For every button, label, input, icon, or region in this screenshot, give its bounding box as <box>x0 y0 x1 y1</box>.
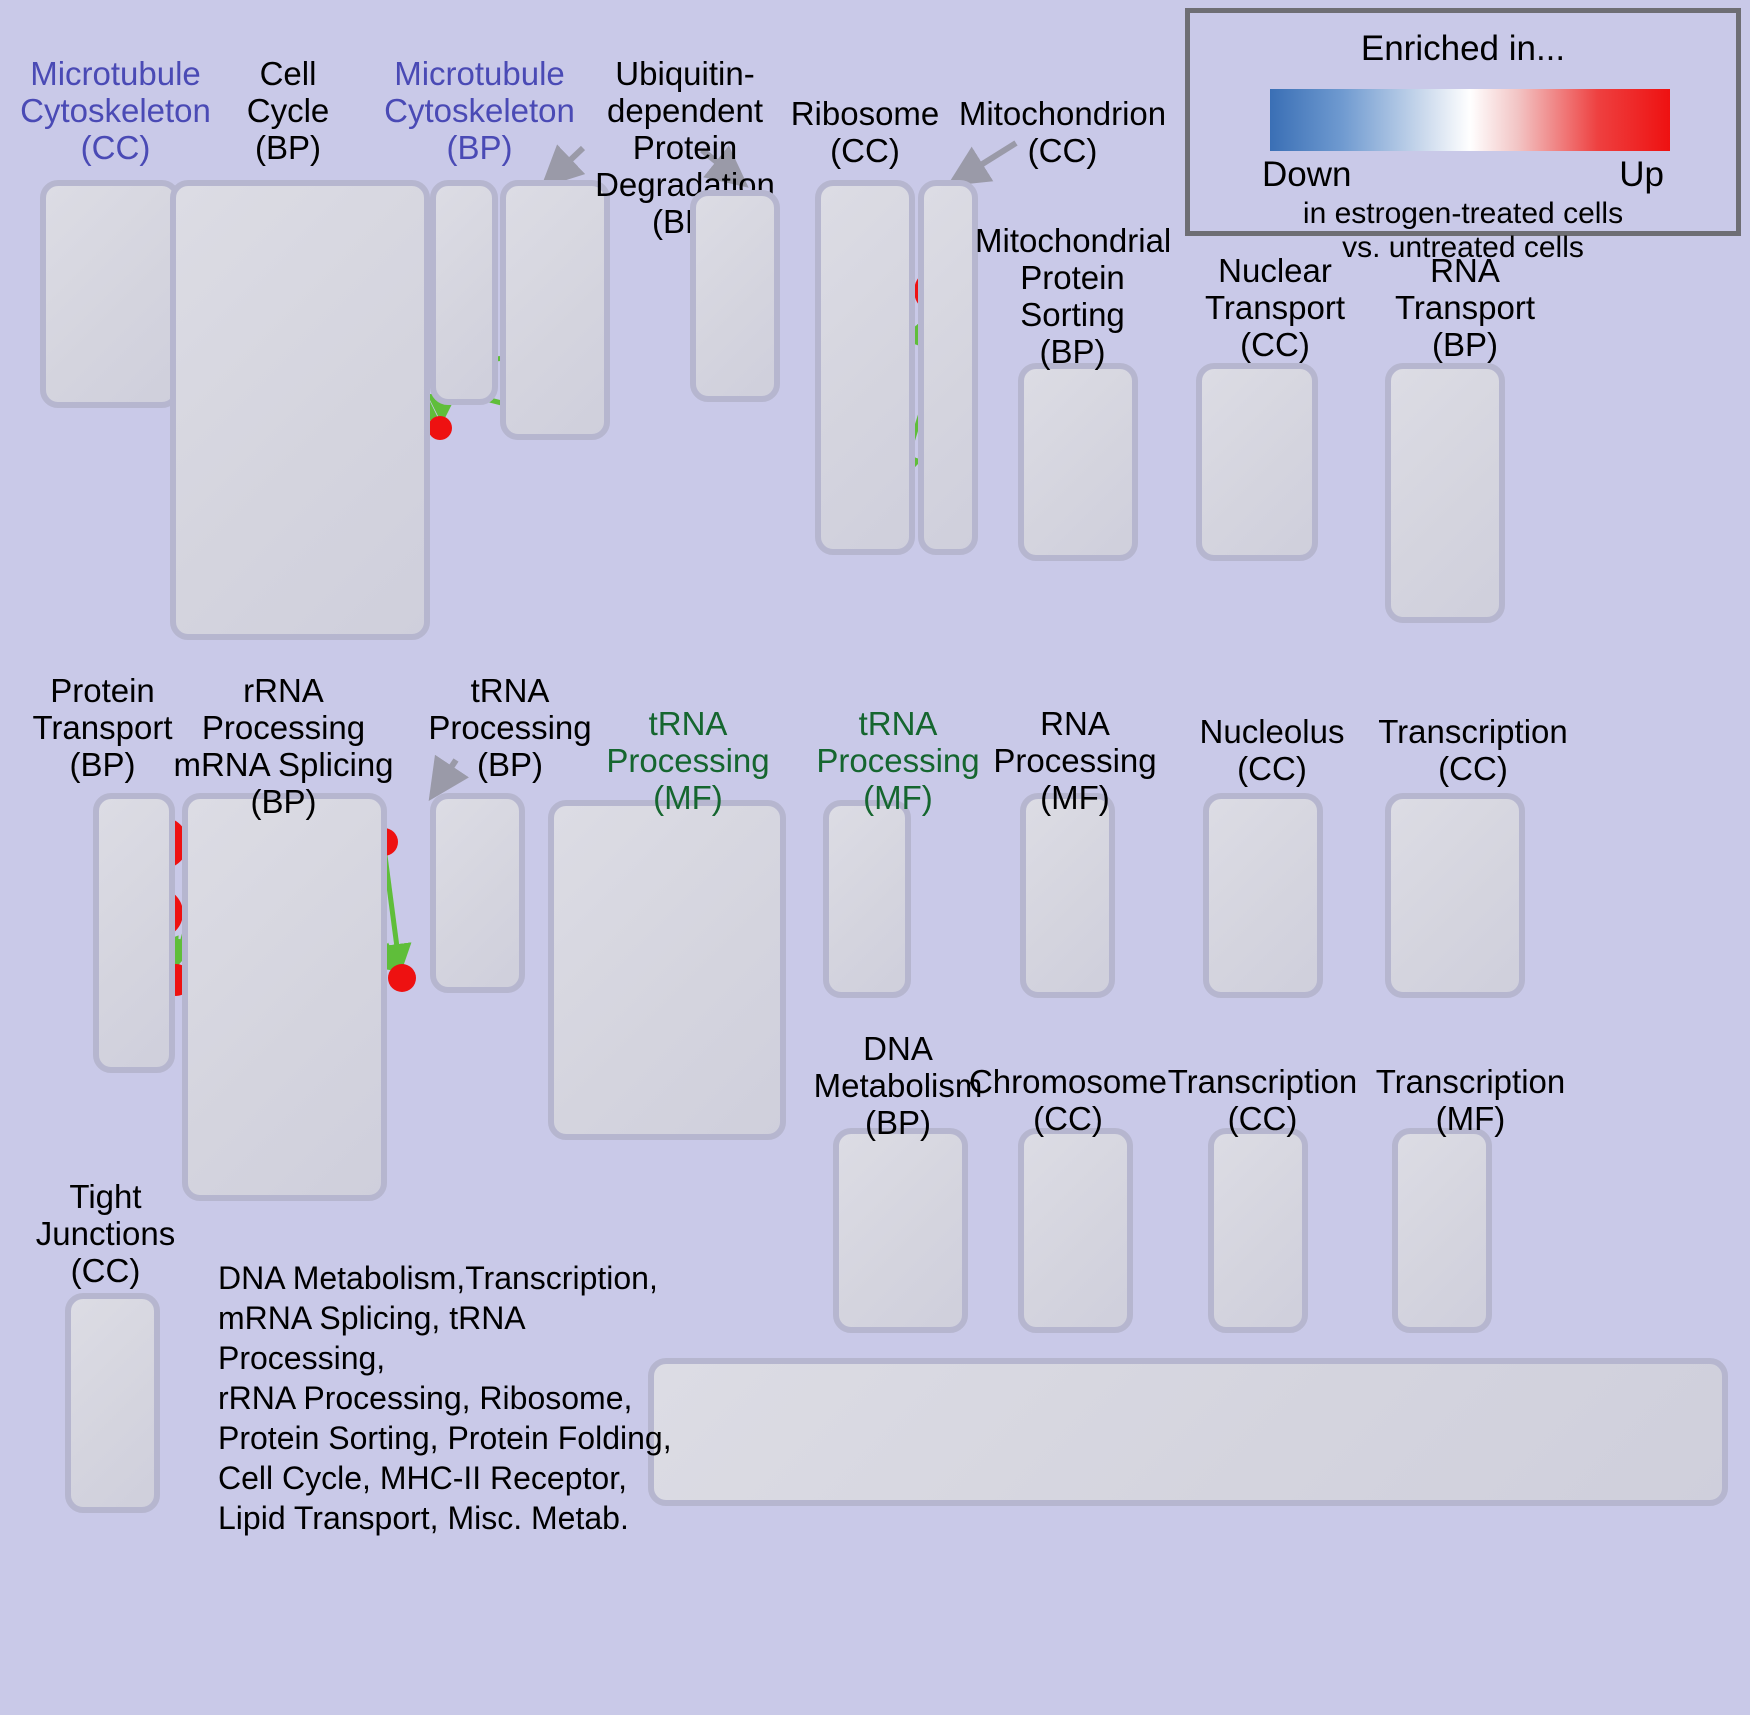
cluster-box-ubiquitin-secondary[interactable] <box>690 190 780 402</box>
cluster-box-transcription-mf[interactable] <box>1392 1128 1492 1333</box>
cluster-label-mitochondrial-protein-sorting-bp: Mitochondrial Protein Sorting (BP) <box>975 222 1172 370</box>
cluster-box-rna-transport-bp[interactable] <box>1385 363 1505 623</box>
legend-up-label: Up <box>1619 155 1664 194</box>
cluster-label-nuclear-transport-cc: Nuclear Transport (CC) <box>1205 252 1345 363</box>
cluster-label-ribosome-cc: Ribosome (CC) <box>790 95 940 169</box>
cluster-label-rrna-mrna-splicing-bp: rRNA Processing mRNA Splicing (BP) <box>173 672 394 820</box>
legend-panel: Enriched in... Down Up in estrogen-treat… <box>1185 8 1741 264</box>
cluster-box-ribosome-cc[interactable] <box>815 180 915 555</box>
cluster-label-rna-transport-bp: RNA Transport (BP) <box>1395 252 1535 363</box>
cluster-label-protein-transport-bp: Protein Transport (BP) <box>32 672 173 783</box>
cluster-label-trna-processing-mf-2: tRNA Processing (MF) <box>816 705 980 816</box>
legend-title: Enriched in... <box>1360 29 1566 68</box>
cluster-box-tight-junctions-cc[interactable] <box>65 1293 160 1513</box>
cluster-label-tight-junctions-cc: Tight Junctions (CC) <box>35 1178 176 1289</box>
cluster-label-microtubule-cytoskeleton-bp: Microtubule Cytoskeleton (BP) <box>384 55 575 166</box>
cluster-box-protein-transport-bp[interactable] <box>93 793 175 1073</box>
cluster-box-nuclear-transport-cc[interactable] <box>1196 363 1318 561</box>
cluster-label-ubiquitin-dependent-protein-degradation-bp: Ubiquitin- dependent Protein Degradation… <box>595 55 775 240</box>
legend-color-gradient <box>1270 89 1670 151</box>
cluster-box-chromosome-cc[interactable] <box>1018 1128 1133 1333</box>
legend-subtitle-line1: in estrogen-treated cells <box>1302 197 1624 230</box>
cluster-box-rna-processing-mf[interactable] <box>1020 793 1115 998</box>
cluster-box-ubiquitin-dependent-protein-degradation-bp[interactable] <box>500 180 610 440</box>
cluster-box-trna-processing-mf-2[interactable] <box>823 800 911 998</box>
cluster-box-misc-combined-strip[interactable] <box>648 1358 1728 1506</box>
cluster-box-cell-cycle-bp[interactable] <box>170 180 430 640</box>
cluster-box-trna-processing-bp[interactable] <box>430 793 525 993</box>
cluster-box-mitochondrial-protein-sorting-bp[interactable] <box>1018 363 1138 561</box>
cluster-label-cell-cycle-bp: Cell Cycle (BP) <box>246 55 330 166</box>
cluster-box-transcription-cc-row2[interactable] <box>1385 793 1525 998</box>
cluster-box-transcription-cc-row3[interactable] <box>1208 1128 1308 1333</box>
legend-down-label: Down <box>1262 155 1352 194</box>
cluster-label-rna-processing-mf: RNA Processing (MF) <box>993 705 1157 816</box>
cluster-box-rrna-mrna-splicing-bp[interactable] <box>182 793 387 1201</box>
cluster-label-transcription-mf: Transcription (MF) <box>1375 1063 1566 1137</box>
cluster-box-dna-metabolism-bp[interactable] <box>833 1128 968 1333</box>
cluster-label-mitochondrion-cc: Mitochondrion (CC) <box>958 95 1167 169</box>
cluster-label-trna-processing-mf-1: tRNA Processing (MF) <box>606 705 770 816</box>
cluster-label-microtubule-cytoskeleton-cc: Microtubule Cytoskeleton (CC) <box>20 55 211 166</box>
cluster-label-chromosome-cc: Chromosome (CC) <box>968 1063 1168 1137</box>
cluster-label-dna-metabolism-bp: DNA Metabolism (BP) <box>813 1030 983 1141</box>
cluster-label-transcription-cc-row3: Transcription (CC) <box>1167 1063 1358 1137</box>
cluster-box-mitochondrion-cc[interactable] <box>918 180 978 555</box>
cluster-label-trna-processing-bp: tRNA Processing (BP) <box>428 672 592 783</box>
misc-category-list: DNA Metabolism,Transcription, mRNA Splic… <box>218 1260 672 1536</box>
cluster-label-nucleolus-cc: Nucleolus (CC) <box>1199 713 1345 787</box>
cluster-box-nucleolus-cc[interactable] <box>1203 793 1323 998</box>
legend-subtitle-line2: vs. untreated cells <box>1342 231 1584 264</box>
cluster-box-microtubule-cytoskeleton-cc[interactable] <box>40 180 180 408</box>
cluster-box-microtubule-cytoskeleton-bp[interactable] <box>430 180 498 405</box>
cluster-box-trna-processing-mf-1[interactable] <box>548 800 786 1140</box>
cluster-label-transcription-cc-row2: Transcription (CC) <box>1378 713 1568 787</box>
